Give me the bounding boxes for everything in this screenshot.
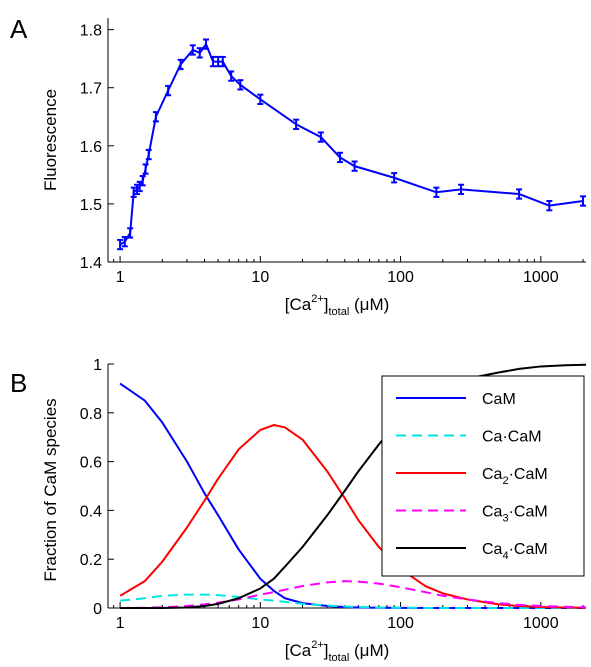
error-bar bbox=[177, 58, 184, 71]
error-bar bbox=[293, 118, 300, 130]
legend-label: Ca·CaM bbox=[482, 429, 542, 446]
x-tick-label: 1 bbox=[116, 269, 125, 286]
error-bar bbox=[139, 175, 146, 187]
panel-b-y-tick-labels: 0 0.2 0.4 0.6 0.8 1 bbox=[80, 357, 102, 618]
legend-label: CaM bbox=[482, 391, 516, 408]
panel-a-xlabel: [Ca2+]total (μM) bbox=[285, 293, 390, 318]
error-bar bbox=[546, 200, 553, 212]
x-tick-label: 1 bbox=[116, 615, 125, 632]
legend-label: Ca4·CaM bbox=[482, 541, 548, 562]
panel-a-y-tick-labels: 1.4 1.5 1.6 1.7 1.8 bbox=[80, 23, 102, 272]
legend-item: CaM bbox=[396, 391, 516, 408]
legend: CaM Ca·CaM Ca2·CaM Ca3·CaM Ca4·CaM bbox=[381, 375, 585, 577]
y-tick-label: 0.8 bbox=[80, 406, 102, 423]
error-bar bbox=[117, 238, 124, 251]
ca3-cam-line bbox=[120, 580, 586, 609]
error-bar bbox=[458, 183, 465, 196]
error-bar bbox=[130, 186, 137, 198]
x-tick-label: 10 bbox=[251, 269, 269, 286]
y-tick-label: 0.6 bbox=[80, 455, 102, 472]
error-bar bbox=[145, 148, 152, 161]
error-bar bbox=[337, 151, 344, 164]
error-bar bbox=[237, 79, 244, 91]
error-bar bbox=[580, 195, 587, 207]
error-bar bbox=[152, 111, 159, 123]
error-bar bbox=[142, 163, 149, 175]
legend-box bbox=[381, 375, 585, 577]
legend-label: Ca2·CaM bbox=[482, 466, 548, 487]
x-tick-label: 1000 bbox=[523, 615, 559, 632]
error-bar bbox=[317, 131, 324, 143]
panel-a-ylabel: Fluorescence bbox=[41, 89, 60, 191]
error-bar bbox=[433, 186, 440, 198]
panel-a: A Fluorescence 1 10 100 1000 1.41.51.61.71.… bbox=[10, 14, 587, 318]
panel-b-xlabel: [Ca2+]total (μM) bbox=[285, 639, 390, 664]
error-bar bbox=[165, 84, 172, 97]
panel-a-axes bbox=[107, 18, 586, 263]
panel-a-label: A bbox=[10, 14, 28, 44]
ca2-cam-line bbox=[119, 424, 586, 609]
error-bar bbox=[257, 93, 264, 105]
ca4-cam-line bbox=[120, 363, 586, 609]
legend-item: Ca4·CaM bbox=[396, 541, 548, 562]
error-bar bbox=[203, 38, 210, 50]
panel-b-x-tick-labels: 1 10 100 1000 bbox=[116, 615, 559, 632]
panel-a-x-tick-labels: 1 10 100 1000 bbox=[116, 269, 559, 286]
y-tick-label: 1.7 bbox=[80, 81, 102, 98]
y-tick-label: 1.5 bbox=[80, 197, 102, 214]
x-tick-label: 100 bbox=[387, 269, 414, 286]
panel-a-series bbox=[117, 38, 587, 251]
error-bar bbox=[351, 160, 358, 172]
panel-b-label: B bbox=[10, 368, 27, 398]
x-tick-label: 1000 bbox=[523, 269, 559, 286]
error-bar bbox=[228, 70, 235, 82]
legend-item: Ca2·CaM bbox=[396, 466, 548, 487]
legend-item: Ca·CaM bbox=[396, 429, 542, 446]
y-tick-label: 1.4 bbox=[80, 255, 102, 272]
legend-item: Ca3·CaM bbox=[396, 504, 548, 525]
y-tick-label: 0.4 bbox=[80, 503, 102, 520]
y-tick-label: 1 bbox=[93, 357, 102, 374]
panel-b-ylabel: Fraction of CaM species bbox=[41, 398, 60, 581]
error-bar bbox=[196, 47, 203, 59]
ca1-cam-line bbox=[119, 593, 586, 609]
panel-b: B Fraction of CaM species 1 10 100 1000 0 0.… bbox=[10, 357, 586, 664]
error-bar bbox=[516, 188, 523, 200]
panel-b-series bbox=[119, 363, 586, 609]
y-tick-label: 1.8 bbox=[80, 23, 102, 40]
error-bar bbox=[210, 55, 217, 68]
error-bar bbox=[136, 180, 143, 193]
y-tick-label: 0 bbox=[93, 601, 102, 618]
legend-label: Ca3·CaM bbox=[482, 504, 548, 525]
x-tick-label: 10 bbox=[251, 615, 269, 632]
error-bar bbox=[189, 44, 196, 56]
y-tick-label: 1.6 bbox=[80, 139, 102, 156]
error-bar bbox=[219, 55, 226, 68]
x-tick-label: 100 bbox=[387, 615, 414, 632]
fluorescence-line bbox=[119, 42, 584, 246]
error-bar bbox=[391, 172, 398, 184]
error-bar bbox=[121, 236, 128, 248]
error-bar bbox=[127, 227, 134, 239]
y-tick-label: 0.2 bbox=[80, 552, 102, 569]
